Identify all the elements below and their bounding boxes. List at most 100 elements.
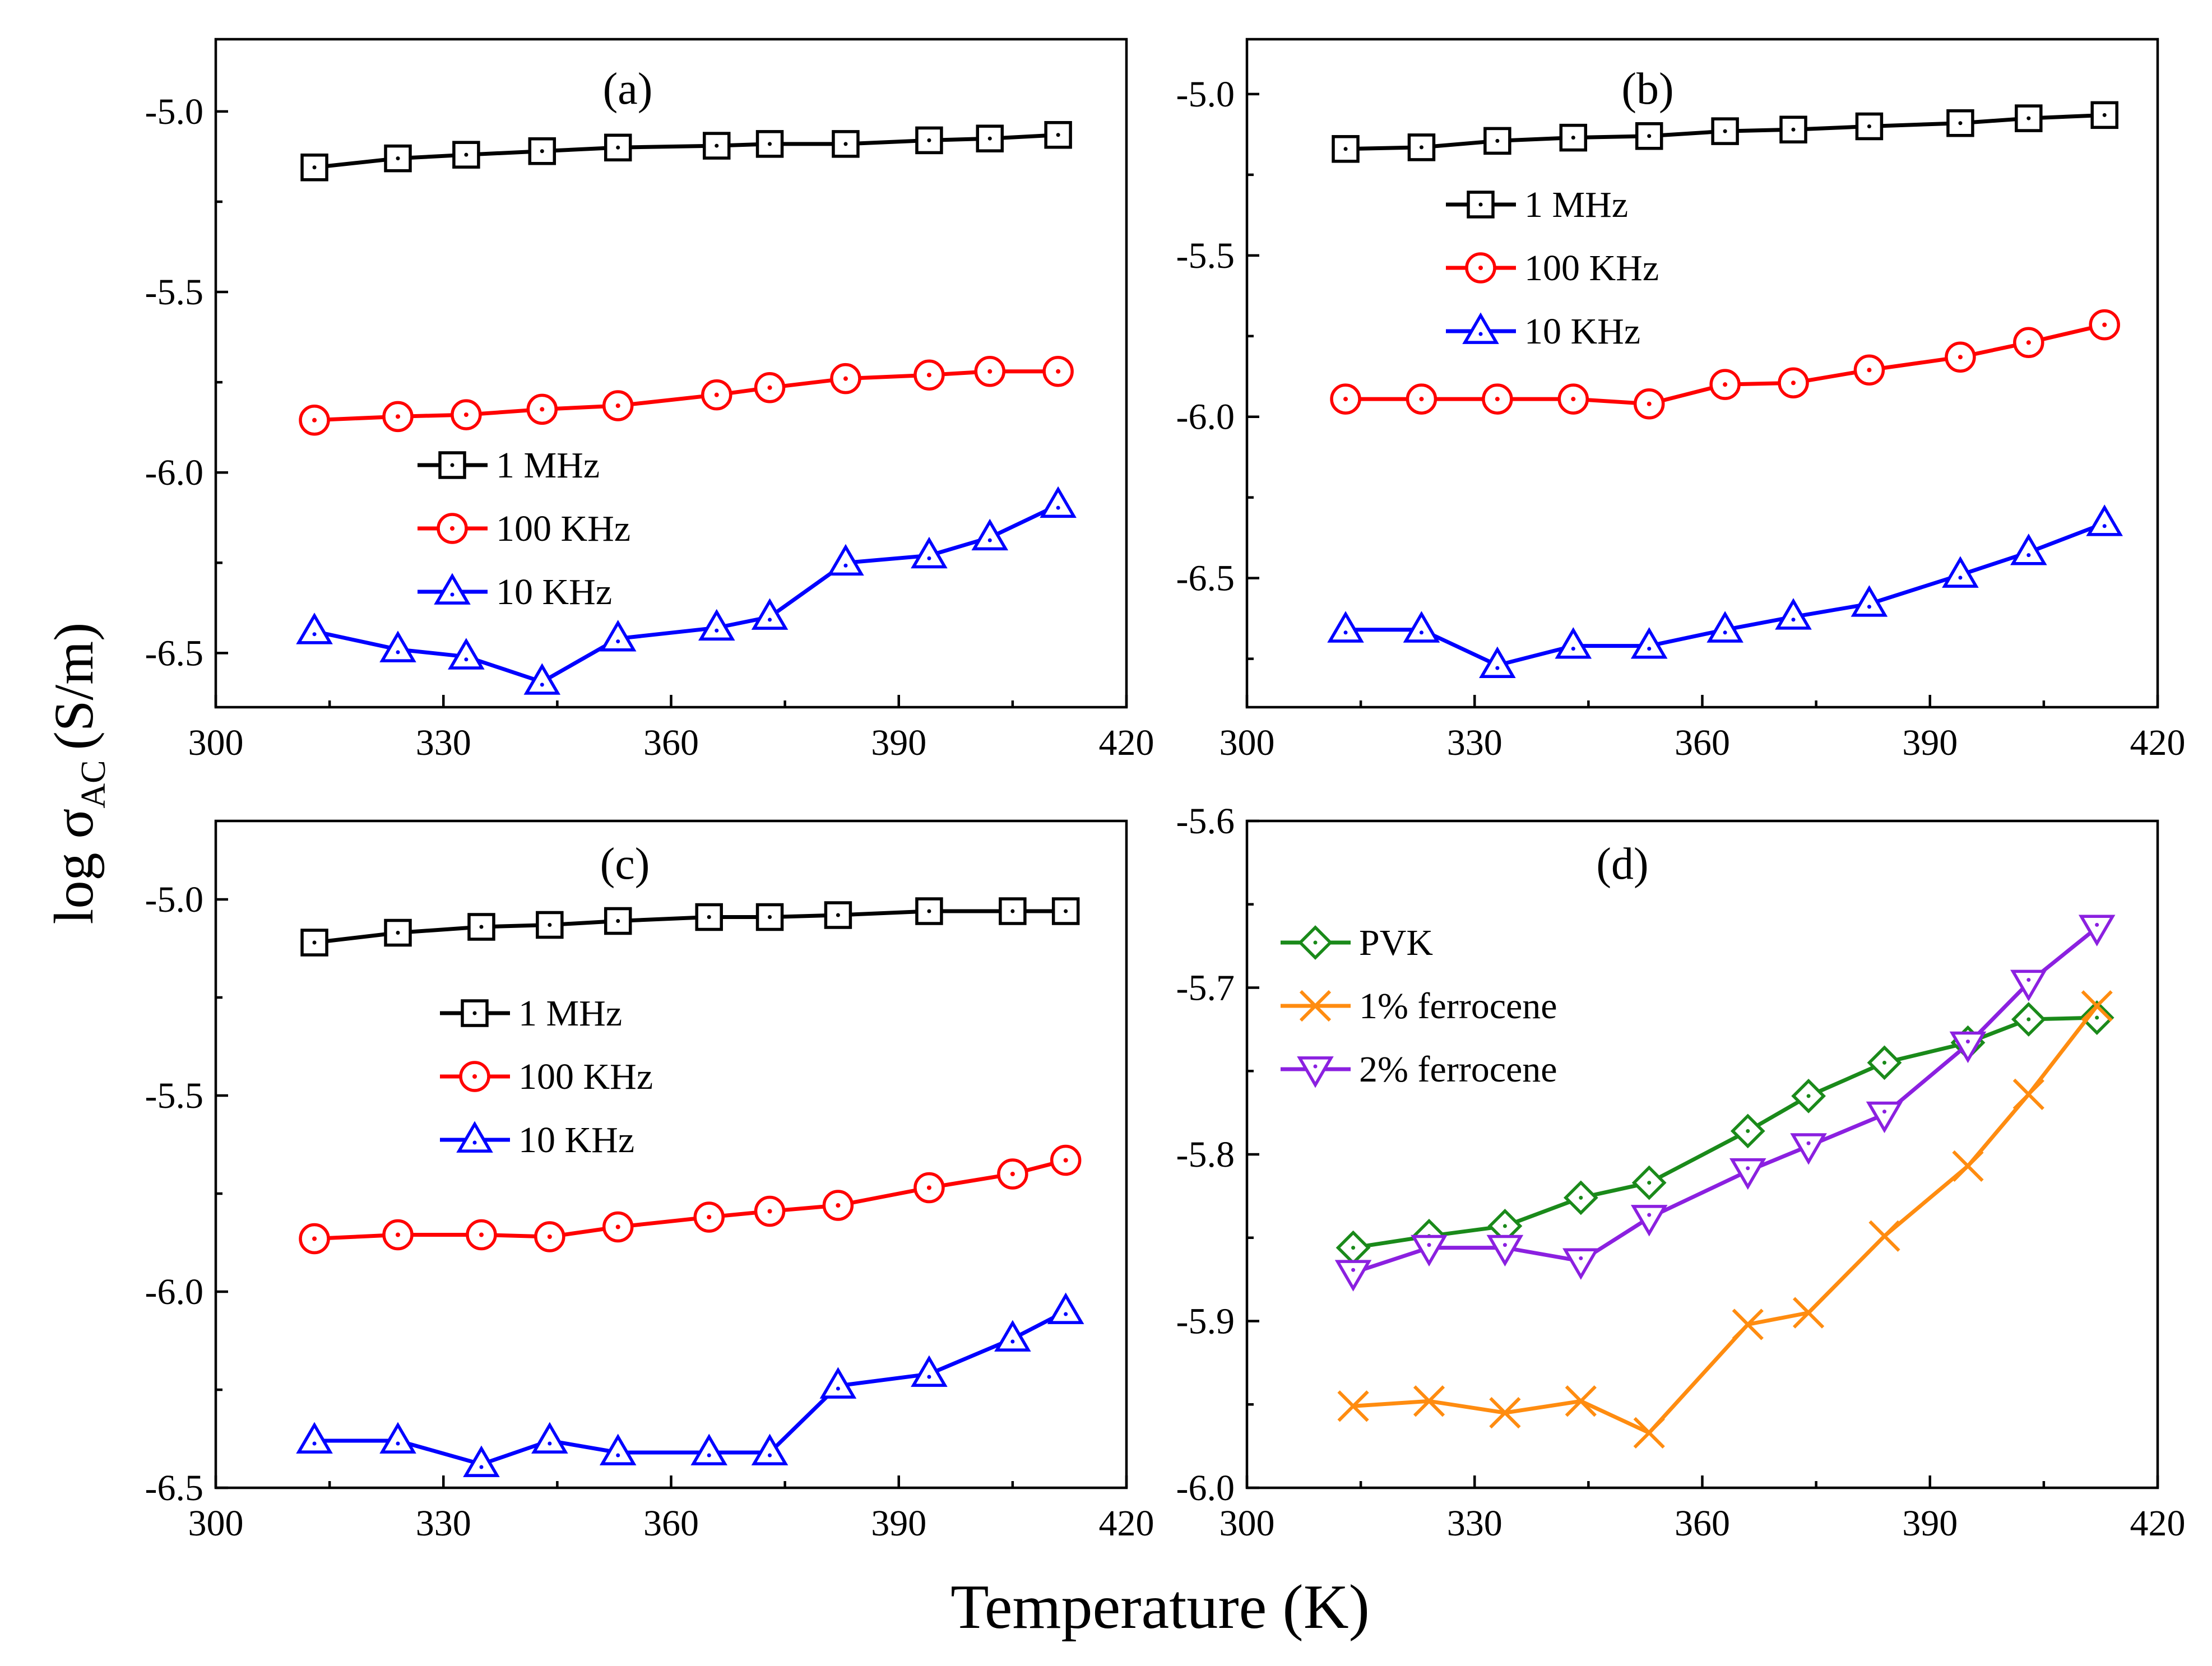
data-point-dot [843, 142, 848, 146]
x-axis-title: Temperature (K) [950, 1572, 1370, 1642]
x-tick-label: 390 [1902, 722, 1958, 763]
legend-label: 100 KHz [496, 508, 630, 549]
panel-a: 300 330 360 390 420 -5.0 -5.5 -6.0 -6.5 (a) 1 MHz 1… [145, 38, 1154, 763]
x-tick-label: 360 [1675, 722, 1730, 763]
data-point [911, 536, 948, 569]
data-point [1489, 1397, 1521, 1429]
x-tick-label: 330 [1447, 1503, 1503, 1544]
legend-label: 1 MHz [518, 993, 622, 1034]
data-point-dot [767, 385, 772, 390]
data-point-dot [2102, 322, 2107, 327]
data-point-dot [1958, 355, 1963, 360]
data-point-dot [616, 145, 620, 150]
x-tick-label: 360 [643, 722, 699, 763]
data-point [1562, 1248, 1599, 1280]
legend-entry: 2% ferrocene [1281, 1049, 1557, 1090]
data-point-dot [927, 138, 931, 142]
y-tick-label: -5.8 [1176, 1134, 1235, 1175]
data-point-dot [1063, 1158, 1068, 1163]
panel-d: 300 330 360 390 420 -5.6 -5.7 -5.8 -5.9 -6.0 (d) PV… [1176, 801, 2186, 1544]
data-point [703, 132, 731, 160]
legend-label: PVK [1359, 922, 1433, 963]
legend-entry: 100 KHz [418, 508, 630, 549]
data-point-dot [1867, 368, 1872, 373]
data-point [1047, 1292, 1084, 1324]
data-point-dot [836, 1203, 841, 1208]
data-point-dot [1647, 134, 1652, 138]
x-tick-label: 390 [871, 722, 926, 763]
legend-marker-dot [450, 463, 455, 467]
y-tick-label: -6.0 [1176, 397, 1235, 438]
x-tick-label: 330 [416, 1503, 471, 1544]
data-point [1729, 1158, 1766, 1190]
data-point-dot [1419, 145, 1423, 150]
data-point-dot [1571, 136, 1575, 140]
data-point [1633, 1417, 1665, 1449]
data-point [751, 598, 789, 630]
y-tick-label: -5.5 [145, 272, 203, 313]
data-point [1775, 598, 1812, 630]
data-point [1332, 135, 1360, 163]
data-point [1949, 1031, 1987, 1064]
data-point [1630, 627, 1668, 659]
data-point-dot [768, 1453, 772, 1458]
y-tick-label: -5.5 [145, 1075, 203, 1116]
legend-label: 10 KHz [496, 572, 612, 612]
data-point-dot [707, 915, 711, 919]
data-point-dot [707, 1215, 712, 1219]
data-point-dot [768, 142, 772, 146]
data-point-dot [987, 538, 992, 542]
data-point-dot [1867, 605, 1871, 609]
data-point [2010, 969, 2047, 1002]
series-2-ferrocene [1334, 915, 2116, 1292]
data-point-dot [616, 1453, 620, 1458]
legend-marker [438, 451, 466, 479]
data-point-dot [987, 369, 993, 374]
data-point [1327, 611, 1364, 643]
data-point-dot [767, 1209, 772, 1214]
series-line [314, 1158, 1066, 1241]
data-point-dot [1882, 1060, 1886, 1065]
legend-label: 100 KHz [518, 1056, 653, 1097]
data-point [1486, 1235, 1524, 1267]
data-point-dot [2102, 524, 2107, 528]
data-point-dot [1579, 1256, 1583, 1260]
series-1-ferrocene [1337, 990, 2113, 1449]
data-point-dot [1571, 647, 1575, 651]
data-point-dot [396, 1441, 400, 1446]
series-1-mhz [1332, 101, 2118, 163]
x-tick-label: 420 [1099, 1503, 1154, 1544]
legend-marker [1297, 1056, 1334, 1088]
legend-entry: 10 KHz [418, 572, 612, 612]
data-point-dot [836, 913, 840, 917]
axes-frame [214, 819, 1128, 1489]
legend-entry: 1 MHz [440, 993, 622, 1034]
data-point-dot [479, 925, 484, 929]
data-point-dot [1495, 397, 1500, 402]
y-tick-label: -5.6 [1176, 801, 1235, 842]
data-point [1706, 611, 1743, 643]
data-point-dot [1647, 1213, 1652, 1217]
data-point-dot [843, 563, 848, 568]
data-point-dot [2095, 1015, 2099, 1020]
data-point-dot [616, 919, 620, 923]
data-point-dot [1791, 380, 1796, 386]
series-100-khz [1330, 309, 2120, 420]
data-point [2081, 990, 2113, 1022]
data-point [463, 1445, 500, 1477]
data-point-dot [843, 376, 848, 381]
data-point-dot [1343, 147, 1348, 151]
data-point [2012, 1078, 2044, 1111]
data-point [379, 630, 416, 662]
x-tick-label: 300 [1219, 1503, 1275, 1544]
data-point-dot [715, 143, 719, 148]
data-point-dot [1343, 397, 1348, 402]
data-point [819, 1367, 857, 1399]
data-point [976, 124, 1004, 152]
data-point-dot [1647, 647, 1652, 651]
data-point-dot [715, 628, 719, 633]
x-tick-label: 300 [188, 722, 244, 763]
legend-label: 10 KHz [518, 1120, 634, 1161]
data-point [2086, 504, 2123, 536]
